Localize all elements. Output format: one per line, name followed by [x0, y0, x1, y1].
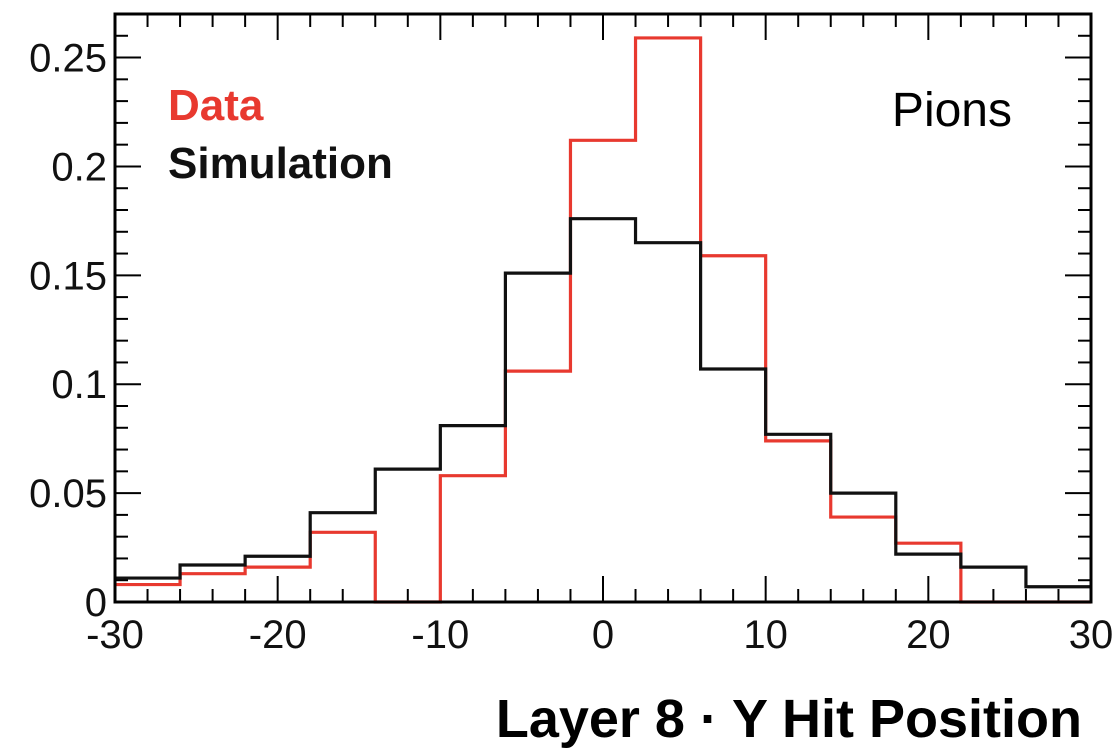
x-tick-label: 10 — [743, 613, 788, 657]
y-tick-label: 0.15 — [29, 254, 107, 298]
series-simulation-line — [115, 217, 1091, 589]
x-tick-labels: -30 -20 -10 0 10 20 30 — [86, 613, 1113, 657]
y-tick-label: 0 — [85, 581, 107, 625]
x-tick-label: -20 — [249, 613, 307, 657]
x-tick-label: 0 — [592, 613, 614, 657]
legend-entry-simulation: Simulation — [168, 139, 393, 188]
y-tick-label: 0.1 — [51, 363, 107, 407]
x-tick-label: 30 — [1069, 613, 1114, 657]
x-tick-label: 20 — [906, 613, 951, 657]
series-layer — [115, 36, 1091, 604]
plot-frame — [113, 12, 1093, 604]
x-axis-label: Layer 8 · Y Hit Position — [496, 689, 1082, 749]
legend: Data Simulation — [168, 81, 393, 188]
y-tick-label: 0.25 — [29, 37, 107, 81]
y-tick-label: 0.2 — [51, 145, 107, 189]
annotation-pions: Pions — [892, 84, 1012, 137]
legend-entry-data: Data — [168, 81, 264, 130]
x-tick-label: -10 — [411, 613, 469, 657]
y-tick-labels: 0 0.05 0.1 0.15 0.2 0.25 — [29, 37, 107, 625]
y-tick-label: 0.05 — [29, 472, 107, 516]
x-tick-label: -30 — [86, 613, 144, 657]
